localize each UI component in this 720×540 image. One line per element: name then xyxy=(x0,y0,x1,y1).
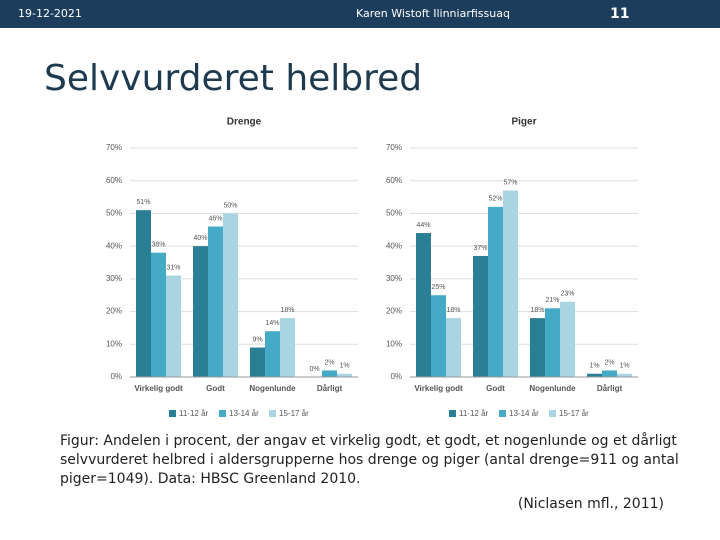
bar xyxy=(337,373,352,377)
legend-swatch xyxy=(449,410,456,417)
value-label: 18% xyxy=(446,307,460,314)
value-label: 23% xyxy=(560,291,574,298)
value-label: 38% xyxy=(151,242,165,249)
bar xyxy=(617,373,632,377)
bar xyxy=(280,318,295,377)
y-tick-label: 70% xyxy=(106,143,122,152)
bar xyxy=(193,246,208,377)
value-label: 52% xyxy=(488,196,502,203)
bar xyxy=(166,275,181,377)
y-tick-label: 0% xyxy=(390,372,402,381)
legend-label: 11-12 år xyxy=(179,409,209,418)
y-tick-label: 40% xyxy=(106,241,122,250)
bar xyxy=(223,213,238,377)
x-tick-label: Nogenlunde xyxy=(529,384,576,393)
y-tick-label: 10% xyxy=(106,339,122,348)
charts: Drenge 0% 10% 20% 30% 40% 50% 60% 70% Virkelig go… xyxy=(106,117,638,418)
value-label: 57% xyxy=(503,179,517,186)
bar xyxy=(446,318,461,377)
bar xyxy=(250,347,265,377)
bar xyxy=(560,301,575,377)
y-tick-label: 20% xyxy=(386,307,402,316)
bar xyxy=(136,210,151,377)
legend-swatch xyxy=(549,410,556,417)
citation: (Niclasen mfl., 2011) xyxy=(517,496,664,512)
value-label: 51% xyxy=(136,199,150,206)
x-tick-label: Virkelig godt xyxy=(134,384,183,393)
bar xyxy=(530,318,545,377)
y-tick-label: 50% xyxy=(106,209,122,218)
value-label: 2% xyxy=(604,359,614,366)
chart-title: Piger xyxy=(511,117,536,128)
bar xyxy=(151,252,166,377)
y-tick-label: 10% xyxy=(386,339,402,348)
legend-label: 11-12 år xyxy=(459,409,489,418)
bar xyxy=(208,226,223,377)
value-label: 21% xyxy=(545,297,559,304)
value-label: 25% xyxy=(431,284,445,291)
slide-title: Selvvurderet helbred xyxy=(44,58,423,99)
value-label: 1% xyxy=(619,363,629,370)
bar xyxy=(488,206,503,377)
legend-label: 15-17 år xyxy=(279,409,309,418)
value-label: 1% xyxy=(339,363,349,370)
x-tick-label: Virkelig godt xyxy=(414,384,463,393)
value-label: 2% xyxy=(324,359,334,366)
legend-swatch xyxy=(499,410,506,417)
value-label: 40% xyxy=(193,235,207,242)
y-tick-label: 30% xyxy=(106,274,122,283)
bar xyxy=(545,308,560,377)
legend-label: 13-14 år xyxy=(509,409,539,418)
x-tick-label: Godt xyxy=(486,384,505,393)
y-tick-label: 20% xyxy=(106,307,122,316)
legend-label: 15-17 år xyxy=(559,409,589,418)
bar xyxy=(416,233,431,377)
x-tick-label: Dårligt xyxy=(317,384,343,393)
value-label: 46% xyxy=(208,215,222,222)
caption: Figur: Andelen i procent, der angav et v… xyxy=(60,433,679,487)
chart-title: Drenge xyxy=(227,117,262,128)
y-tick-label: 50% xyxy=(386,209,402,218)
legend-swatch xyxy=(169,410,176,417)
x-tick-label: Godt xyxy=(206,384,225,393)
value-label: 18% xyxy=(530,307,544,314)
y-tick-label: 0% xyxy=(110,372,122,381)
value-label: 14% xyxy=(265,320,279,327)
bar xyxy=(587,373,602,377)
y-tick-label: 70% xyxy=(386,143,402,152)
value-label: 44% xyxy=(416,222,430,229)
y-tick-label: 60% xyxy=(106,176,122,185)
bar xyxy=(602,370,617,377)
page-number: 11 xyxy=(610,6,630,22)
value-label: 31% xyxy=(166,264,180,271)
x-tick-label: Nogenlunde xyxy=(249,384,296,393)
value-label: 18% xyxy=(280,307,294,314)
x-tick-label: Dårligt xyxy=(597,384,623,393)
bar xyxy=(322,370,337,377)
y-tick-label: 60% xyxy=(386,176,402,185)
bar xyxy=(503,190,518,377)
legend-swatch xyxy=(219,410,226,417)
value-label: 0% xyxy=(309,366,319,373)
bar xyxy=(473,255,488,377)
header-bar: 19-12-2021 Karen Wistoft Ilinniarfissuaq… xyxy=(0,0,720,28)
date: 19-12-2021 xyxy=(18,7,82,20)
value-label: 37% xyxy=(473,245,487,252)
author: Karen Wistoft Ilinniarfissuaq xyxy=(356,7,510,20)
bar xyxy=(431,295,446,377)
y-tick-label: 30% xyxy=(386,274,402,283)
value-label: 50% xyxy=(223,202,237,209)
y-tick-label: 40% xyxy=(386,241,402,250)
legend-label: 13-14 år xyxy=(229,409,259,418)
value-label: 9% xyxy=(252,336,262,343)
value-label: 1% xyxy=(589,363,599,370)
bar xyxy=(265,331,280,377)
legend-swatch xyxy=(269,410,276,417)
